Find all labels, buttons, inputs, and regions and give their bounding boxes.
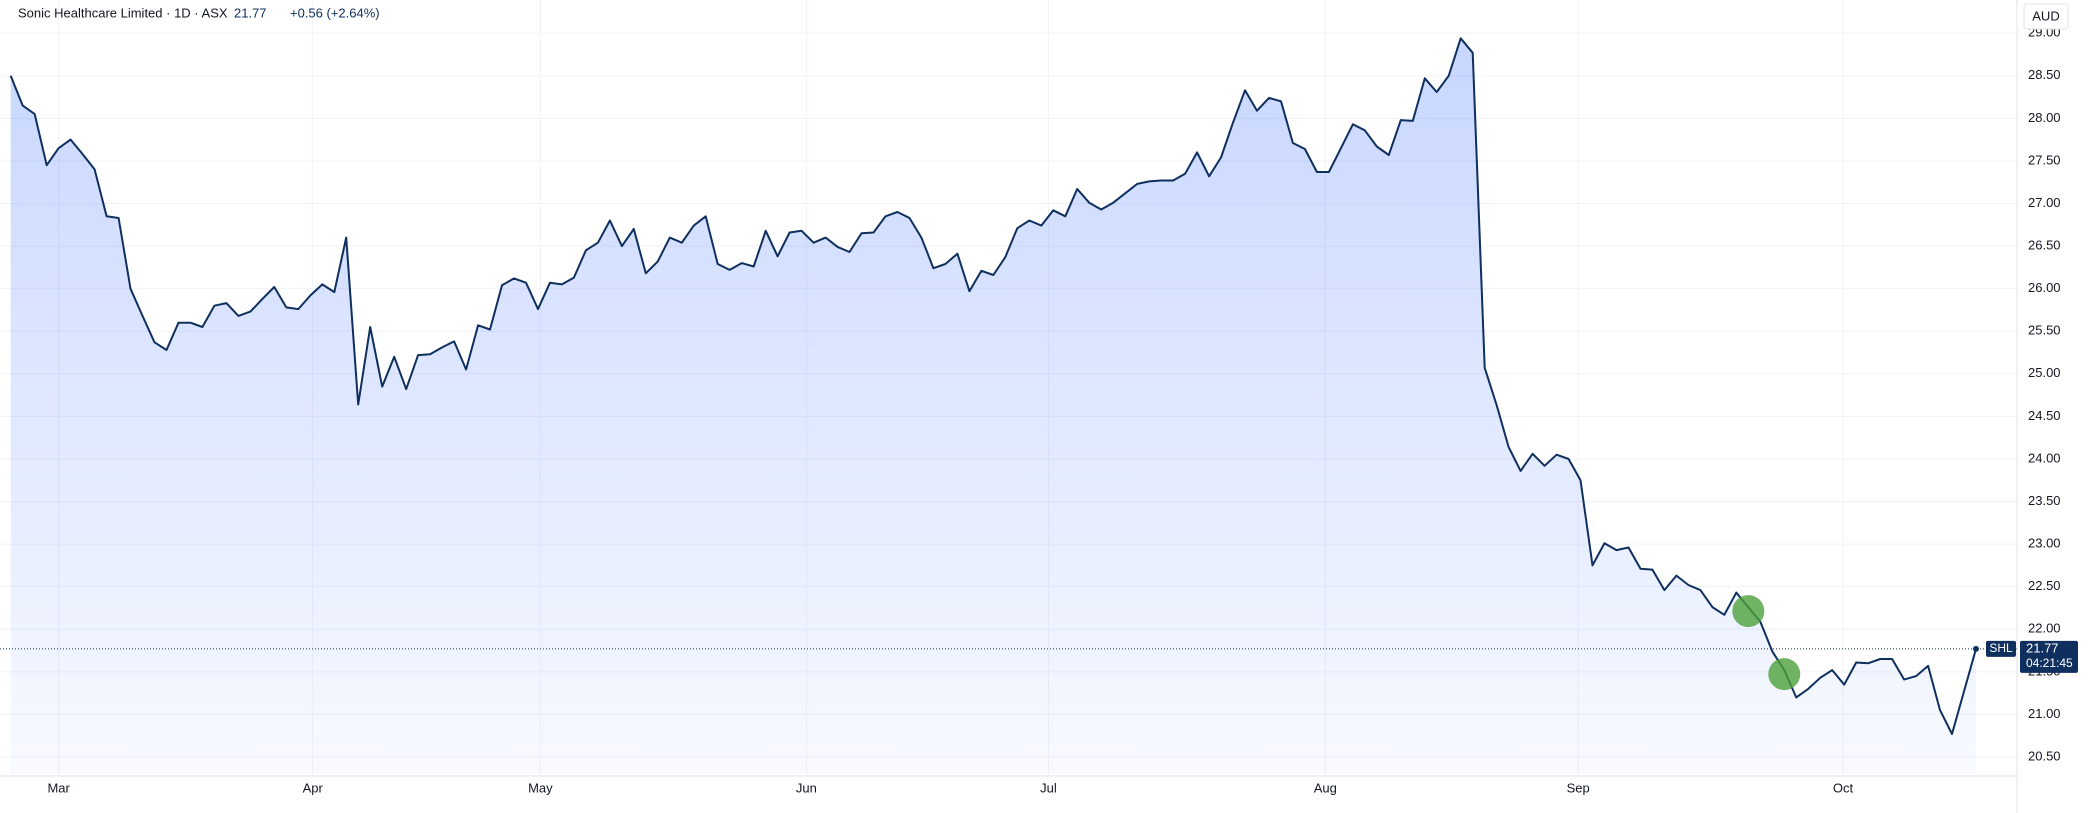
y-tick-label: 27.00: [2028, 195, 2061, 210]
x-tick-label: Aug: [1314, 780, 1337, 795]
y-tick-label: 27.50: [2028, 152, 2061, 167]
y-tick-label: 28.50: [2028, 67, 2061, 82]
event-marker: [1732, 595, 1765, 628]
y-tick-label: 24.00: [2028, 450, 2061, 465]
x-tick-label: Mar: [47, 780, 70, 795]
y-tick-label: 26.00: [2028, 280, 2061, 295]
x-tick-label: Oct: [1833, 780, 1854, 795]
x-tick-label: May: [528, 780, 553, 795]
y-tick-label: 22.50: [2028, 578, 2061, 593]
header-price: 21.77: [234, 5, 267, 20]
price-tag-label: 21.77: [2026, 640, 2059, 655]
x-tick-label: Jun: [796, 780, 817, 795]
symbol-label: SHL: [1989, 641, 2013, 655]
x-tick-label: Jul: [1040, 780, 1057, 795]
y-tick-label: 23.50: [2028, 493, 2061, 508]
y-tick-label: 25.00: [2028, 365, 2061, 380]
x-tick-label: Sep: [1567, 780, 1590, 795]
y-tick-label: 23.00: [2028, 536, 2061, 551]
currency-label[interactable]: AUD: [2032, 8, 2059, 23]
y-tick-label: 24.50: [2028, 408, 2061, 423]
y-tick-label: 26.50: [2028, 238, 2061, 253]
y-tick-label: 20.50: [2028, 748, 2061, 763]
x-tick-label: Apr: [303, 780, 324, 795]
countdown-label: 04:21:45: [2026, 656, 2073, 670]
currency-button[interactable]: [2023, 3, 2069, 30]
price-tag: [2020, 640, 2078, 673]
area-fill: [10, 38, 1977, 775]
y-tick-label: 22.00: [2028, 621, 2061, 636]
chart-title: Sonic Healthcare Limited · 1D · ASX: [18, 5, 228, 20]
symbol-tag: [1986, 640, 2016, 657]
event-marker: [1768, 658, 1801, 691]
y-tick-label: 28.00: [2028, 110, 2061, 125]
price-line: [9, 37, 1977, 735]
y-tick-label: 21.00: [2028, 706, 2061, 721]
header-change: +0.56 (+2.64%): [290, 5, 380, 20]
last-point: [1973, 645, 1979, 652]
y-tick-label: 25.50: [2028, 323, 2061, 338]
